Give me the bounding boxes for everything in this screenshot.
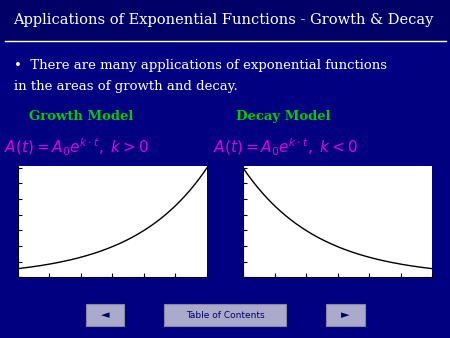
FancyBboxPatch shape [0, 0, 450, 41]
Text: in the areas of growth and decay.: in the areas of growth and decay. [14, 80, 237, 93]
Text: ►: ► [342, 310, 350, 320]
Text: Table of Contents: Table of Contents [186, 311, 264, 320]
FancyBboxPatch shape [164, 304, 286, 326]
Text: ◄: ◄ [101, 310, 109, 320]
Text: •  There are many applications of exponential functions: • There are many applications of exponen… [14, 59, 387, 72]
Text: Applications of Exponential Functions - Growth & Decay: Applications of Exponential Functions - … [14, 13, 434, 27]
Text: Growth Model: Growth Model [29, 110, 133, 123]
Text: Decay Model: Decay Model [236, 110, 331, 123]
Text: $\mathit{A}(t) = \mathit{A}_0\mathit{e}^{k \cdot t},\ k > 0$: $\mathit{A}(t) = \mathit{A}_0\mathit{e}^… [4, 137, 149, 158]
FancyBboxPatch shape [86, 304, 124, 326]
Text: $\mathit{A}(t) = \mathit{A}_0\mathit{e}^{k \cdot t},\ k < 0$: $\mathit{A}(t) = \mathit{A}_0\mathit{e}^… [213, 137, 358, 158]
FancyBboxPatch shape [326, 304, 365, 326]
